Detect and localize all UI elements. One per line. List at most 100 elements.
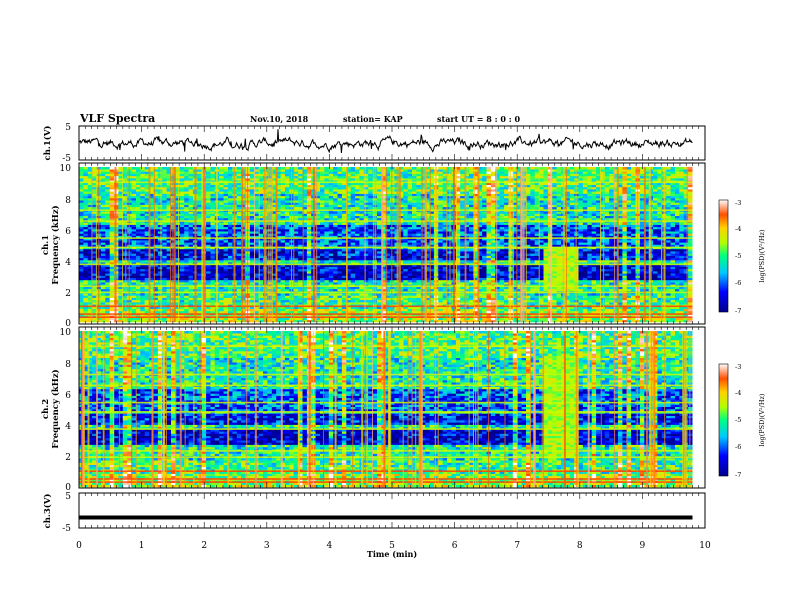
spectrogram-cell	[83, 317, 89, 321]
spectrogram-cell	[280, 286, 286, 290]
spectrogram-cell	[153, 169, 159, 172]
spectrogram-cell	[92, 277, 97, 281]
spectrogram-cell	[140, 229, 145, 232]
spectrogram-cell	[179, 211, 185, 214]
spectrogram-cell	[149, 308, 154, 312]
spectrogram-cell	[337, 262, 343, 265]
spectrogram-cell	[149, 215, 154, 219]
spectrogram-cell	[79, 266, 84, 270]
spectrogram-cell	[219, 171, 224, 174]
spectrogram-cell	[280, 198, 286, 201]
spectrogram-cell	[105, 308, 110, 312]
spectrogram-cell	[363, 277, 369, 281]
spectrogram-cell	[109, 169, 115, 172]
spectrogram-cell	[131, 184, 137, 188]
spectrogram-cell	[162, 240, 167, 243]
spectrogram-cell	[136, 191, 141, 194]
spectrogram-cell	[280, 240, 286, 243]
spectrogram-cell	[333, 262, 338, 265]
spectrogram-cell	[144, 275, 150, 278]
spectrogram-cell	[306, 253, 312, 256]
spectrogram-cell	[162, 293, 167, 296]
spectrogram-cell	[293, 167, 299, 170]
spectrogram-cell	[293, 182, 299, 185]
spectrogram-cell	[280, 266, 286, 270]
spectrogram-cell	[337, 167, 343, 170]
spectrogram-cell	[350, 206, 356, 210]
spectrogram-cell	[122, 169, 128, 172]
spectrogram-cell	[197, 308, 202, 312]
spectrogram-cell	[122, 273, 128, 276]
spectrogram-cell	[350, 242, 356, 245]
spectrogram-cell	[280, 175, 286, 179]
spectrogram-cell	[258, 277, 264, 281]
spectrogram-cell	[285, 189, 290, 192]
spectrogram-cell	[153, 310, 159, 314]
spectrogram-cell	[359, 293, 365, 296]
spectrogram-cell	[87, 191, 93, 194]
spectrogram-cell	[162, 275, 167, 278]
spectrogram-cell	[206, 200, 211, 203]
spectrogram-cell	[175, 175, 181, 179]
spectrogram-cell	[355, 195, 360, 199]
spectrogram-cell	[184, 167, 189, 170]
spectrogram-cell	[320, 222, 325, 225]
spectrogram-cell	[337, 237, 343, 241]
spectrogram-cell	[337, 169, 343, 172]
spectrogram-cell	[355, 182, 360, 185]
spectrogram-cell	[320, 271, 325, 274]
spectrogram-cell	[136, 182, 141, 185]
spectrogram-cell	[271, 268, 277, 272]
spectrogram-cell	[131, 169, 137, 172]
spectrogram-cell	[131, 231, 137, 234]
spectrogram-cell	[320, 206, 325, 210]
spectrogram-cell	[144, 217, 150, 221]
spectrogram-cell	[254, 186, 259, 190]
spectrogram-cell	[223, 273, 229, 276]
spectrogram-cell	[219, 213, 224, 216]
spectrogram-cell	[100, 288, 106, 292]
spectrogram-cell	[92, 268, 97, 272]
spectrogram-cell	[175, 244, 181, 247]
spectrogram-cell	[87, 282, 93, 285]
spectrogram-cell	[306, 293, 312, 296]
spectrogram-cell	[355, 222, 360, 225]
spectrogram-cell	[166, 169, 172, 172]
spectrogram-cell	[92, 231, 97, 234]
spectrogram-cell	[210, 262, 216, 265]
spectrogram-cell	[249, 275, 255, 278]
spectrogram-cell	[188, 264, 194, 267]
spectrogram-cell	[341, 182, 347, 185]
spectrogram-cell	[179, 198, 185, 201]
spectrogram-cell	[109, 173, 115, 177]
spectrogram-cell	[236, 240, 242, 243]
spectrogram-cell	[210, 273, 216, 276]
spectrogram-cell	[83, 253, 89, 256]
spectrogram-cell	[276, 251, 281, 254]
spectrogram-cell	[179, 184, 185, 188]
spectrogram-cell	[276, 306, 281, 309]
spectrogram-cell	[341, 273, 347, 276]
spectrogram-cell	[320, 237, 325, 241]
spectrogram-cell	[118, 242, 124, 245]
spectrogram-cell	[92, 167, 97, 170]
spectrogram-cell	[206, 297, 211, 301]
spectrogram-cell	[109, 253, 115, 256]
spectrogram-cell	[236, 193, 242, 197]
spectrogram-cell	[324, 297, 330, 301]
spectrogram-cell	[293, 235, 299, 239]
spectrogram-cell	[87, 266, 93, 270]
spectrogram-cell	[206, 224, 211, 228]
spectrogram-cell	[92, 193, 97, 197]
spectrogram-cell	[346, 264, 351, 267]
spectrogram-cell	[179, 319, 185, 323]
spectrogram-cell	[306, 248, 312, 252]
spectrogram-cell	[223, 317, 229, 321]
spectrogram-cell	[153, 317, 159, 321]
spectrogram-cell	[210, 178, 216, 181]
spectrogram-cell	[280, 260, 286, 263]
spectrogram-cell	[258, 237, 264, 241]
spectrogram-cell	[166, 319, 172, 323]
spectrogram-cell	[315, 237, 321, 241]
spectrogram-cell	[293, 275, 299, 278]
